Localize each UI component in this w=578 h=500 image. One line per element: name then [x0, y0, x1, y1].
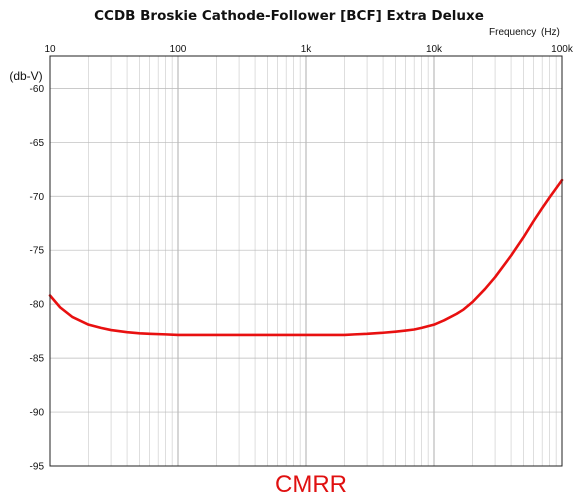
y-tick-label: -90	[30, 408, 45, 419]
y-tick-labels: -60 -65 -70 -75 -80 -85 -90 -95	[30, 84, 45, 473]
y-tick-label: -60	[30, 84, 45, 95]
y-axis-label: (db-V)	[9, 69, 42, 83]
y-tick-label: -80	[30, 300, 45, 311]
x-axis-label: Frequency	[489, 27, 536, 38]
x-tick-label: 100k	[551, 44, 574, 55]
x-tick-label: 10	[44, 44, 56, 55]
plot-frame	[49, 55, 563, 467]
y-tick-label: -70	[30, 192, 45, 203]
y-tick-label: -65	[30, 138, 45, 149]
x-axis-unit: (Hz)	[541, 27, 560, 38]
grid	[49, 56, 562, 467]
chart-title: CCDB Broskie Cathode-Follower [BCF] Extr…	[94, 8, 484, 24]
cmrr-curve	[48, 178, 564, 337]
cmrr-label: CMRR	[275, 471, 347, 498]
x-tick-label: 1k	[301, 44, 313, 55]
y-tick-label: -75	[30, 246, 45, 257]
x-tick-label: 100	[170, 44, 187, 55]
x-tick-labels: 10 100 1k 10k 100k	[44, 44, 573, 55]
x-tick-label: 10k	[426, 44, 443, 55]
y-tick-label: -95	[30, 462, 45, 473]
series-layer	[48, 178, 564, 337]
y-tick-label: -85	[30, 354, 45, 365]
